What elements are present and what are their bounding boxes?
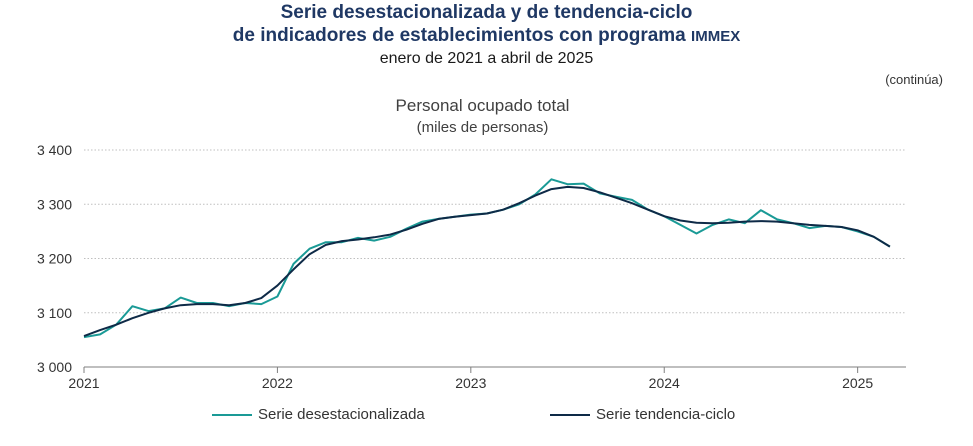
legend: Serie desestacionalizada Serie tendencia… bbox=[0, 406, 973, 426]
legend-item-desestacionalizada: Serie desestacionalizada bbox=[212, 406, 425, 423]
title-immex: IMMEX bbox=[691, 28, 741, 45]
legend-label-desestacionalizada: Serie desestacionalizada bbox=[258, 406, 425, 423]
x-tick-label: 2024 bbox=[649, 375, 680, 391]
y-tick-label: 3 000 bbox=[37, 359, 72, 375]
legend-swatch-desestacionalizada bbox=[212, 413, 252, 416]
y-tick-label: 3 100 bbox=[37, 305, 72, 321]
x-tick-label: 2025 bbox=[842, 375, 873, 391]
title-line-2-main: de indicadores de establecimientos con p… bbox=[232, 25, 692, 46]
x-tick-label: 2022 bbox=[262, 375, 293, 391]
period-label: enero de 2021 a abril de 2025 bbox=[379, 50, 594, 67]
chart-unit: (miles de personas) bbox=[416, 119, 549, 136]
x-tick-label: 2021 bbox=[68, 375, 99, 391]
y-tick-label: 3 200 bbox=[37, 251, 72, 267]
chart-title-line-2: de indicadores de establecimientos con p… bbox=[0, 25, 973, 48]
legend-label-tendencia: Serie tendencia-ciclo bbox=[596, 406, 736, 423]
y-tick-label: 3 300 bbox=[37, 196, 72, 212]
chart-title-line-1: Serie desestacionalizada y de tendencia-… bbox=[280, 2, 693, 23]
x-tick-label: 2023 bbox=[455, 375, 486, 391]
legend-swatch-tendencia bbox=[550, 413, 590, 416]
series-line-tendencia bbox=[83, 185, 891, 338]
legend-item-tendencia: Serie tendencia-ciclo bbox=[550, 406, 735, 423]
y-tick-label: 3 400 bbox=[37, 142, 72, 158]
continua-label: (continúa) bbox=[885, 72, 943, 87]
chart-subtitle: Personal ocupado total bbox=[395, 96, 570, 115]
